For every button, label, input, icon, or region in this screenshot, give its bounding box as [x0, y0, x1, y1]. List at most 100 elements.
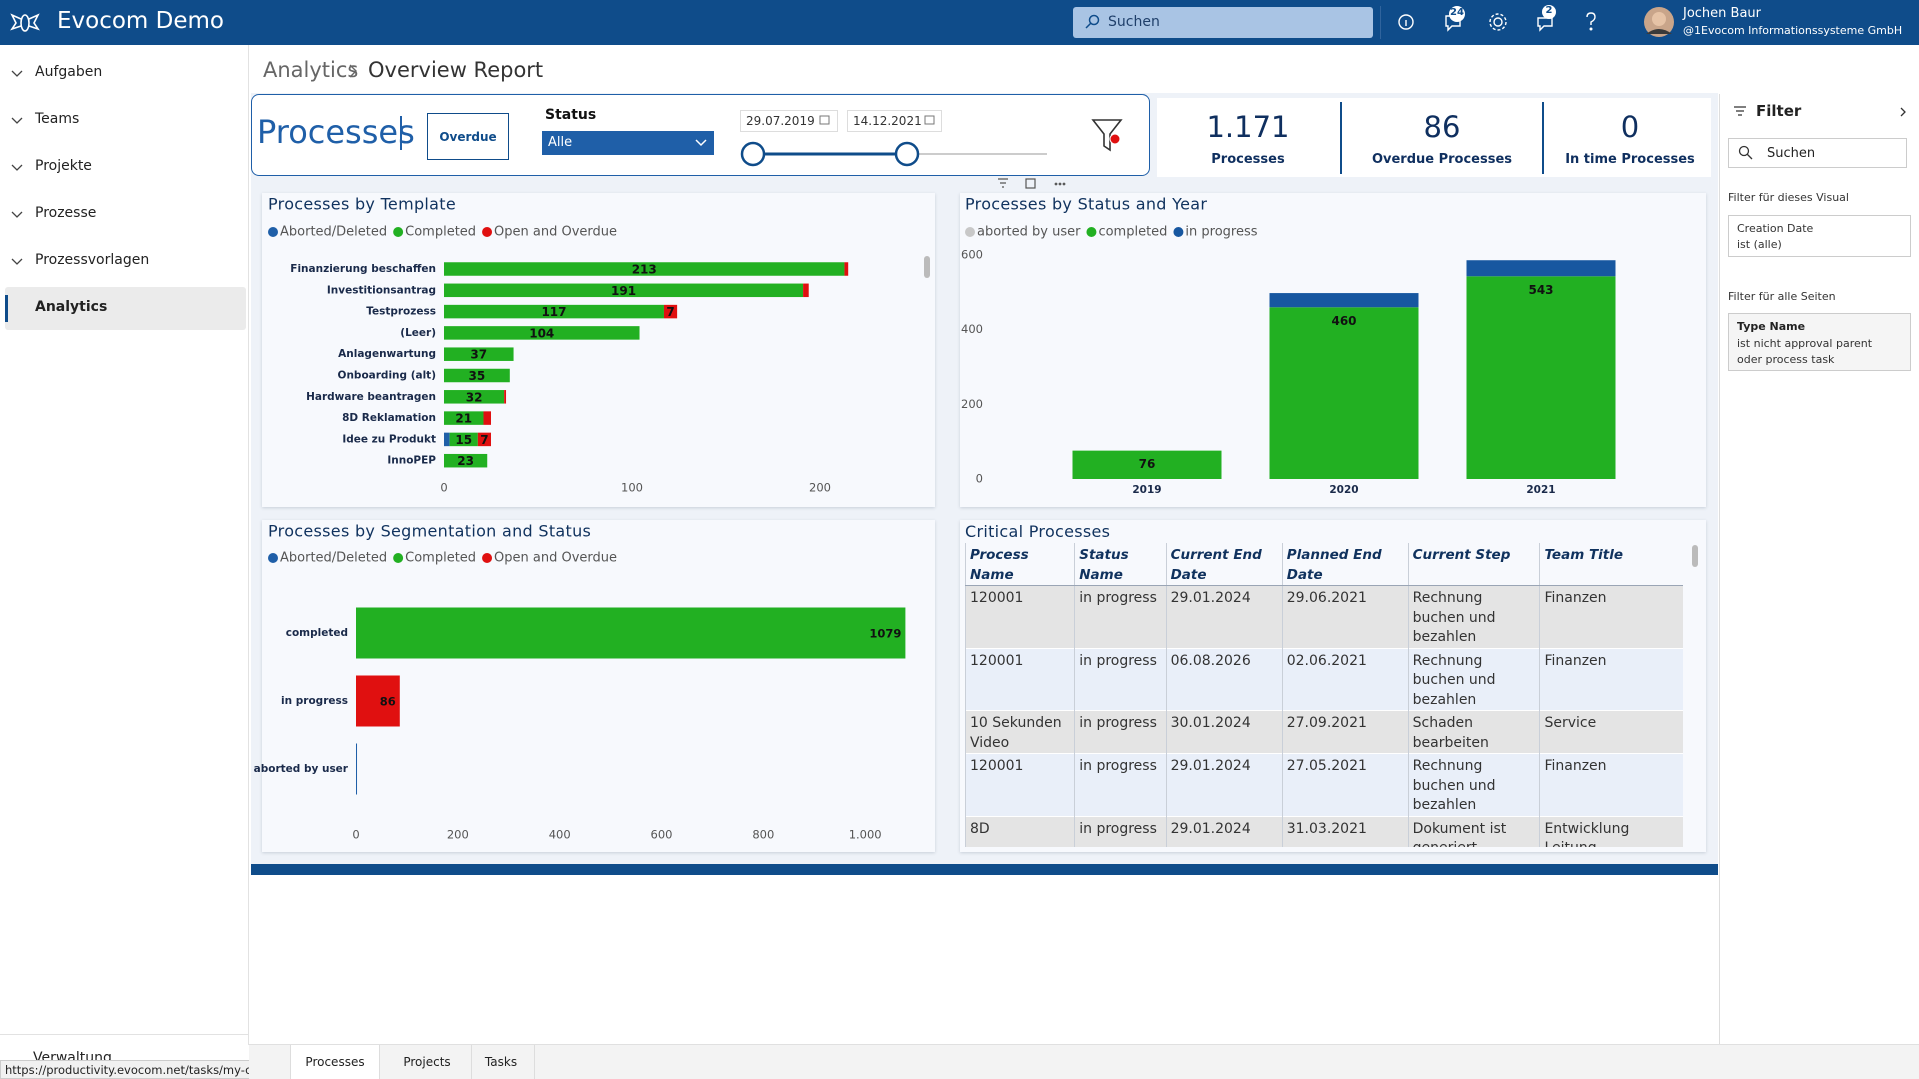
table-cell: Dokument ist generiert	[1407, 816, 1540, 847]
table-row: 10 Sekunden Video in progress 30.01.2024 27…	[965, 710, 1683, 754]
nav-label: Prozesse	[35, 205, 97, 221]
table-header-row: Process Name Status Name Current End Date P…	[965, 543, 1683, 586]
table-row: 120001 in progress 06.08.2026 02.06.2021 Rec…	[965, 648, 1683, 711]
scrollbar[interactable]	[1692, 545, 1698, 567]
filter-section-label: Filter für dieses Visual	[1728, 191, 1849, 204]
table-cell: Rechnung buchen und bezahlen	[1407, 585, 1540, 648]
sidebar-divider	[0, 1034, 248, 1035]
kpi-divider	[1340, 102, 1342, 174]
avatar[interactable]	[1643, 6, 1675, 38]
filter-search-placeholder: Suchen	[1767, 146, 1816, 161]
table-cell: Schaden bearbeiten	[1407, 710, 1540, 754]
filter-pane	[1719, 94, 1919, 1044]
kpi-value: 86	[1423, 110, 1461, 144]
date-from[interactable]: 29.07.2019	[740, 110, 838, 132]
nav-label: Aufgaben	[35, 64, 103, 80]
table-cell: 29.06.2021	[1281, 585, 1409, 648]
report-footer-bar	[251, 864, 1718, 875]
kpi-value: 1.171	[1206, 110, 1290, 144]
filter-card[interactable]	[1728, 215, 1911, 257]
table-cell: 120001	[965, 648, 1075, 711]
kpi-divider	[1542, 102, 1544, 174]
user-org: @1Evocom Informationssysteme GmbH	[1683, 24, 1903, 37]
nav-item[interactable]: Prozesse	[5, 193, 246, 236]
user-name: Jochen Baur	[1683, 6, 1762, 21]
date-slider[interactable]	[740, 110, 1060, 170]
table-cell: 06.08.2026	[1165, 648, 1283, 711]
page-tab[interactable]: Processes	[290, 1045, 380, 1079]
table-row: 8D in progress 29.01.2024 31.03.2021 Dokumen…	[965, 816, 1683, 847]
table-cell: in progress	[1074, 710, 1167, 754]
kpi-label: In time Processes	[1565, 152, 1695, 167]
report-heading: Processes	[257, 113, 415, 151]
filter-condition: ist nicht approval parent oder process t…	[1737, 337, 1873, 366]
nav-item[interactable]: Aufgaben	[5, 52, 246, 95]
table-row: 120001 in progress 29.01.2024 29.06.2021 Rec…	[965, 585, 1683, 648]
filter-section-label: Filter für alle Seiten	[1728, 290, 1836, 303]
table-cell: 8D	[965, 816, 1075, 847]
filter-field: Type Name	[1737, 320, 1806, 333]
table-cell: in progress	[1074, 753, 1167, 816]
nav-item[interactable]: Analytics	[5, 287, 246, 330]
column-header: Process Name	[965, 543, 1075, 586]
table: Process Name Status Name Current End Date P…	[965, 543, 1683, 847]
message-badge[interactable]: 2	[1545, 5, 1553, 16]
kpi-label: Processes	[1211, 152, 1285, 167]
column-header: Current Step	[1407, 543, 1540, 586]
funnel-icon[interactable]	[1090, 117, 1126, 157]
column-header: Planned End Date	[1281, 543, 1409, 586]
nav-item[interactable]: Teams	[5, 99, 246, 142]
table-cell: Entwicklung Leitung	[1539, 816, 1683, 847]
nav-label: Teams	[35, 111, 80, 127]
scrollbar[interactable]	[924, 256, 930, 278]
notification-badge[interactable]: 24	[1450, 7, 1464, 18]
page-tab[interactable]: Tasks	[468, 1045, 535, 1079]
column-header: Team Title	[1539, 543, 1683, 586]
nav-chevron	[11, 164, 23, 171]
kpi-panel	[1157, 98, 1711, 177]
table-cell: in progress	[1074, 585, 1167, 648]
table-cell: 30.01.2024	[1165, 710, 1283, 754]
search-box[interactable]	[1073, 7, 1373, 38]
table-wrap: Process Name Status Name Current End Date P…	[965, 543, 1683, 847]
nav-label: Analytics	[35, 299, 108, 315]
status-dropdown[interactable]: Alle	[542, 131, 714, 155]
table-cell: Rechnung buchen und bezahlen	[1407, 753, 1540, 816]
table-cell: 29.01.2024	[1165, 585, 1283, 648]
sidebar: Aufgaben Teams Projekte Prozesse Prozessvorl…	[0, 45, 249, 1045]
search-icon	[1738, 145, 1753, 160]
table-cell: 31.03.2021	[1281, 816, 1409, 847]
date-to[interactable]: 14.12.2021	[847, 110, 942, 132]
logo	[10, 13, 40, 32]
filter-search[interactable]	[1728, 138, 1907, 168]
filter-title: Filter	[1756, 102, 1802, 120]
table-row: 120001 in progress 29.01.2024 27.05.2021 Rec…	[965, 753, 1683, 816]
breadcrumb-root[interactable]: Analytics	[263, 58, 359, 82]
app-title: Evocom Demo	[57, 8, 224, 34]
table-cell: 29.01.2024	[1165, 816, 1283, 847]
breadcrumb-separator	[349, 64, 357, 78]
table-cell: 10 Sekunden Video	[965, 710, 1075, 754]
search-icon	[1085, 14, 1100, 29]
chart-card	[960, 193, 1706, 507]
table-cell: 120001	[965, 753, 1075, 816]
nav-item[interactable]: Projekte	[5, 146, 246, 189]
status-url: https://productivity.evocom.net/tasks/my…	[0, 1060, 258, 1079]
overdue-button[interactable]: Overdue	[427, 113, 509, 160]
filter-field: Creation Date	[1737, 222, 1814, 235]
table-cell: Finanzen	[1539, 585, 1683, 648]
nav-chevron	[11, 117, 23, 124]
nav-item[interactable]: Prozessvorlagen	[5, 240, 246, 283]
chart-card	[262, 520, 935, 852]
dropdown-chevron	[695, 139, 707, 147]
heading-bar	[400, 116, 402, 150]
table-cell: in progress	[1074, 648, 1167, 711]
page-tab[interactable]: Projects	[383, 1045, 472, 1079]
table-cell: 120001	[965, 585, 1075, 648]
table-title: Critical Processes	[965, 522, 1111, 541]
filter-card[interactable]	[1728, 313, 1911, 371]
header-icons	[1380, 5, 1596, 39]
status-label: Status	[545, 107, 597, 123]
column-header: Status Name	[1074, 543, 1167, 586]
